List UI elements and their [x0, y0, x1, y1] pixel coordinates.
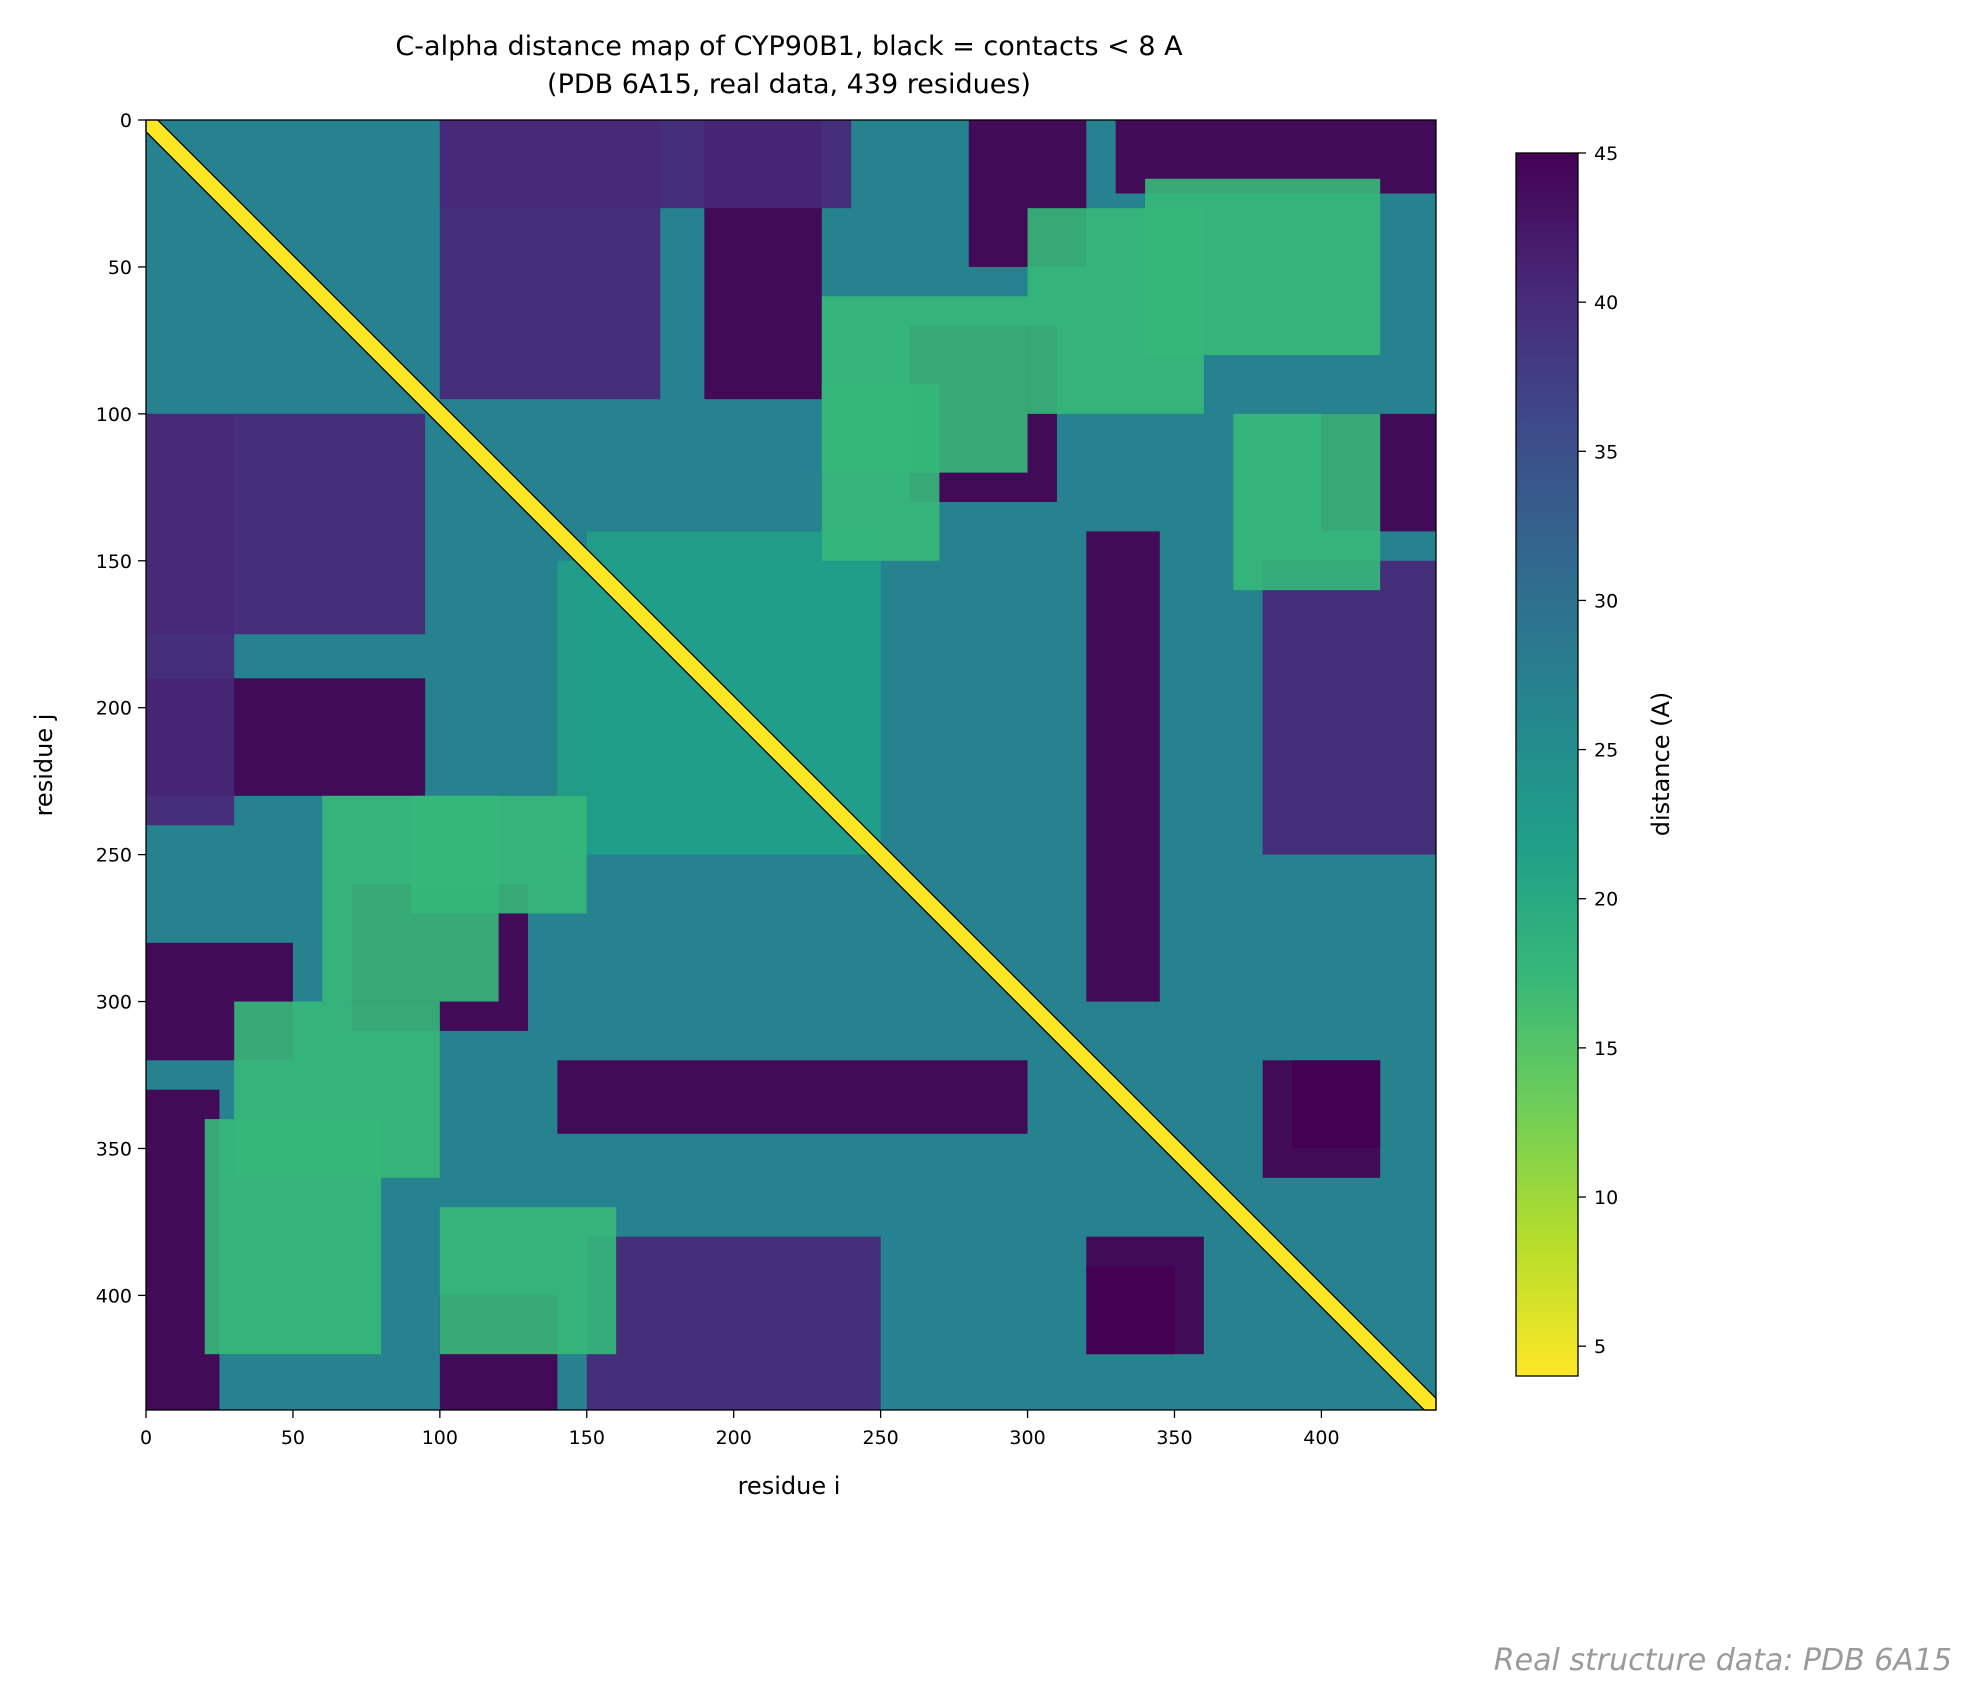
heatmap-block-18: [586, 1236, 881, 1410]
x-axis-label: residue i: [738, 1472, 841, 1500]
y-tick-label: 150: [96, 551, 132, 573]
x-tick-label: 100: [422, 1427, 458, 1449]
colorbar-ticks: 5 10 15 20 25 30 35 40 45: [1578, 143, 1618, 1358]
heatmap-area: [145, 119, 1437, 1411]
colorbar-tick-label: 15: [1594, 1038, 1618, 1060]
y-tick-label: 0: [120, 110, 132, 132]
x-tick-label: 350: [1156, 1427, 1192, 1449]
x-tick-label: 200: [716, 1427, 752, 1449]
y-tick-label: 350: [96, 1138, 132, 1160]
x-axis: 0 50 100 150 200 250 300 350 400: [140, 1410, 1340, 1449]
heatmap-block-5: [439, 120, 852, 209]
heatmap-block-19: [1262, 1060, 1381, 1178]
colorbar-tick-label: 40: [1594, 292, 1618, 314]
chart-title: C-alpha distance map of CYP90B1, black =…: [395, 31, 1183, 62]
y-tick-label: 200: [96, 698, 132, 720]
heatmap-block-34: [821, 384, 940, 561]
heatmap-block-28: [204, 1119, 382, 1355]
y-tick-label: 400: [96, 1285, 132, 1307]
heatmap-block-12: [557, 1060, 1028, 1134]
y-axis: 0 50 100 150 200 250 300 350 400: [96, 110, 146, 1307]
colorbar-tick-label: 30: [1594, 590, 1618, 612]
heatmap-block-11: [1086, 531, 1160, 1002]
heatmap-block-32: [439, 1207, 617, 1355]
heatmap-block-33: [410, 795, 587, 914]
x-tick-label: 300: [1009, 1427, 1045, 1449]
chart-subtitle: (PDB 6A15, real data, 439 residues): [547, 69, 1031, 100]
y-tick-label: 100: [96, 404, 132, 426]
colorbar-tick-label: 20: [1594, 889, 1618, 911]
colorbar-tick-label: 25: [1594, 740, 1618, 762]
colorbar-tick-label: 10: [1594, 1187, 1618, 1209]
x-tick-label: 250: [862, 1427, 898, 1449]
y-axis-label: residue j: [30, 714, 58, 817]
x-tick-label: 400: [1303, 1427, 1339, 1449]
colorbar: 5 10 15 20 25 30 35 40 45 distance (A): [1515, 143, 1675, 1377]
colorbar-frame: [1515, 152, 1579, 1377]
heatmap-block-17: [1262, 560, 1436, 855]
colorbar-tick-label: 45: [1594, 143, 1618, 165]
colorbar-gradient: [1516, 153, 1578, 1376]
x-tick-label: 50: [281, 1427, 305, 1449]
x-tick-label: 150: [569, 1427, 605, 1449]
x-tick-label: 0: [140, 1427, 152, 1449]
y-tick-label: 300: [96, 992, 132, 1014]
heatmap-frame: [145, 119, 1437, 1411]
colorbar-tick-label: 5: [1594, 1336, 1606, 1358]
heatmap-block-27: [1145, 178, 1381, 356]
heatmap-block-20: [1086, 1236, 1204, 1355]
watermark: Real structure data: PDB 6A15: [1494, 1643, 1952, 1678]
y-tick-label: 250: [96, 845, 132, 867]
colorbar-tick-label: 35: [1594, 441, 1618, 463]
colorbar-label: distance (A): [1647, 692, 1675, 836]
heatmap-block-6: [146, 413, 235, 826]
y-tick-label: 50: [108, 257, 132, 279]
heatmap-block-31: [1233, 413, 1381, 591]
